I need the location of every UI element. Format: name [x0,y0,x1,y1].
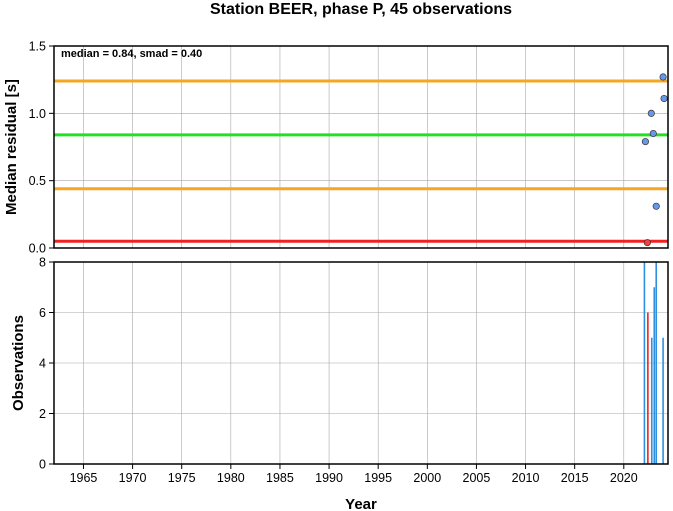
observations-y-ticks: 0 2 4 6 8 [39,256,54,472]
year-tick-label: 1980 [217,471,245,485]
observations-ytick-label: 4 [39,357,46,371]
observations-ytick-label: 0 [39,458,46,472]
year-tick-label: 2005 [463,471,491,485]
chart-title: Station BEER, phase P, 45 observations [210,1,512,18]
observation-bar-0 [643,262,646,464]
observations-y-axis-label: Observations [10,315,27,411]
residual-point-6 [643,239,651,247]
residual-point-2 [649,129,657,138]
year-tick-label: 1970 [119,471,147,485]
residual-ytick-label: 1.5 [29,40,46,54]
observation-bar-1 [647,312,649,464]
year-x-ticks: 1965 1970 1975 1980 1985 1990 1995 2000 2005 2010… [70,464,638,485]
observations-panel: 0 2 4 6 8 1965 1970 1975 1980 1985 1990 1995 2000 20… [10,256,669,511]
residual-ytick-label: 0.0 [29,242,46,256]
observations-ytick-label: 2 [39,407,46,421]
year-x-axis-label: Year [345,496,377,511]
residual-y-ticks: 0.0 0.5 1.0 1.5 [29,40,54,256]
observation-bar-3 [653,287,656,464]
year-tick-label: 1975 [168,471,196,485]
residual-y-axis-label: Median residual [s] [3,79,20,215]
residual-grid [54,45,668,249]
residual-point-1 [647,109,655,117]
residual-ytick-label: 0.5 [29,174,46,188]
year-tick-label: 1985 [266,471,294,485]
observation-bar-2 [650,337,653,464]
year-tick-label: 1965 [70,471,98,485]
year-tick-label: 2000 [413,471,441,485]
year-tick-label: 1995 [364,471,392,485]
observations-ytick-label: 6 [39,306,46,320]
observation-bar-4 [655,262,658,464]
residual-points [641,73,668,247]
residual-point-5 [660,94,668,103]
observation-bar-5 [662,337,664,464]
year-tick-label: 2010 [512,471,540,485]
residual-panel: 0.00.51.01.5 median = 0.84, smad = 0.40 … [3,40,669,256]
residual-point-4 [659,73,667,81]
year-tick-label: 2015 [561,471,589,485]
stats-annotation: median = 0.84, smad = 0.40 [61,48,202,60]
residual-point-3 [652,202,660,210]
residual-point-0 [641,138,649,146]
year-tick-label: 1990 [315,471,343,485]
residual-panel-frame [53,45,669,249]
reference-lines [54,79,668,243]
observation-bars [643,262,664,464]
observations-ytick-label: 8 [39,256,46,270]
observations-grid [54,261,668,465]
residual-ytick-label: 1.0 [29,107,46,121]
year-tick-label: 2020 [610,471,638,485]
